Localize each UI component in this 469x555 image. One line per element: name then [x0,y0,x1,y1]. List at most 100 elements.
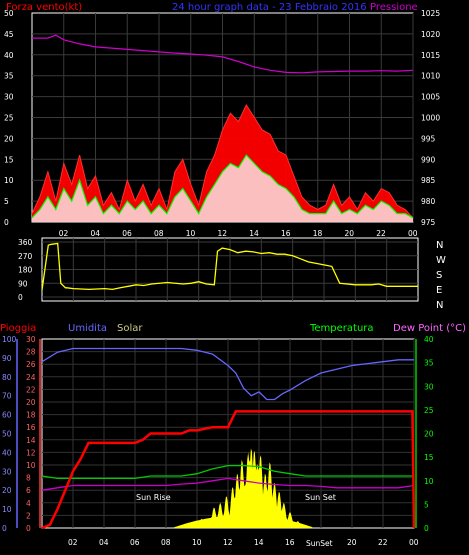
dew-point-axis-label: Dew Point (°C) [393,323,466,334]
sunrise-annotation: Sun Rise [136,493,171,502]
humidity-tick-label: 20 [2,486,12,495]
pressure-y-tick-label: 1000 [421,114,440,123]
wind-y-tick-label: 10 [4,176,14,185]
humidity-tick-label: 60 [2,411,12,420]
rain-axis-label: Pioggia [0,323,36,334]
wind-ticks: 02 04 06 08 10 12 14 16 18 20 22 000510152025303540… [4,9,440,238]
dew-point-line [41,477,415,491]
rain-tick-label: 14 [26,436,36,445]
atmo-x-tick-label: 12 [223,538,233,547]
wind-y-tick-label: 40 [4,51,14,60]
wind-y-tick-label: 30 [4,93,14,102]
chart-title: 24 hour graph data - 23 Febbraio 2016 [172,2,367,13]
wind-y-tick-label: 50 [4,9,14,18]
pressure-y-tick-label: 995 [421,134,436,143]
rain-tick-label: 18 [26,411,36,420]
atmosphere-ticks: 02 04 06 08 10 12 14 16 20 22 00010203040506070809… [2,335,434,547]
humidity-tick-label: 40 [2,448,12,457]
rain-line [41,410,416,530]
rain-tick-label: 10 [26,461,36,470]
wind-left-axis-label: Forza vento(kt) [6,2,82,13]
rain-tick-label: 12 [26,448,36,457]
humidity-tick-label: 90 [2,354,12,363]
sunset-tick-annotation: SunSet [306,539,333,548]
wind-x-tick-label: 12 [218,229,228,238]
rain-tick-label: 20 [26,398,36,407]
humidity-tick-label: 70 [2,392,12,401]
humidity-tick-label: 50 [2,430,12,439]
rain-tick-label: 22 [26,385,36,394]
speed-line [31,154,414,219]
pressure-y-tick-label: 1025 [421,9,440,18]
pressure-y-tick-label: 1020 [421,30,440,39]
wind-x-tick-label: 06 [122,229,132,238]
temperature-tick-label: 30 [424,382,434,391]
atmosphere-grid [42,339,415,528]
atmo-x-tick-label: 08 [161,538,171,547]
wind-y-tick-label: 15 [4,155,14,164]
wind-x-tick-label: 22 [376,229,386,238]
wind-y-tick-label: 45 [4,30,14,39]
atmo-x-tick-label: 06 [130,538,140,547]
pressure-y-tick-label: 975 [421,218,436,227]
temperature-tick-label: 15 [424,453,434,462]
pressure-y-tick-label: 980 [421,197,436,206]
direction-y-tick-label: 0 [18,293,23,302]
solar-fill [173,448,313,528]
wind-x-tick-label: 18 [313,229,323,238]
atmosphere-series [41,347,416,530]
atmo-x-tick-label: 22 [378,538,388,547]
pressure-y-tick-label: 1010 [421,72,440,81]
rain-tick-label: 2 [26,511,31,520]
temperature-tick-label: 5 [424,500,429,509]
humidity-tick-label: 30 [2,467,12,476]
rain-tick-label: 8 [26,474,31,483]
wind-x-tick-label: 08 [154,229,164,238]
atmo-x-tick-label: 20 [347,538,357,547]
humidity-line [41,347,414,401]
temperature-tick-label: 35 [424,359,434,368]
gust-line [31,103,414,219]
rain-tick-label: 4 [26,499,31,508]
temperature-tick-label: 25 [424,406,434,415]
wind-y-tick-label: 20 [4,134,14,143]
atmosphere-panel: 02 04 06 08 10 12 14 16 20 22 00010203040506070809… [0,323,466,548]
temperature-tick-label: 20 [424,430,434,439]
wind-pressure-panel: 02 04 06 08 10 12 14 16 18 20 22 000510152025303540… [4,2,440,238]
atmo-x-tick-label: 10 [192,538,202,547]
temperature-tick-label: 40 [424,335,434,344]
solar-axis-label: Solar [117,323,143,334]
humidity-axis-label: Umidita [68,323,107,334]
direction-y-tick-label: 180 [18,266,33,275]
pressure-y-tick-label: 985 [421,176,436,185]
sunset-annotation: Sun Set [305,493,336,502]
average-fill [32,155,413,222]
direction-line [41,242,418,291]
wind-y-tick-label: 0 [4,218,9,227]
rain-tick-label: 30 [26,335,36,344]
direction-y-tick-label: 360 [18,238,33,247]
pressure-y-tick-label: 1015 [421,51,440,60]
humidity-tick-label: 100 [2,335,17,344]
compass-label: N [436,300,443,311]
rain-tick-label: 16 [26,423,36,432]
humidity-tick-label: 0 [2,524,7,533]
pressure-line [32,34,414,74]
pressure-y-tick-label: 1005 [421,93,440,102]
compass-label: N [436,240,443,251]
atmo-x-tick-label: 00 [409,538,419,547]
humidity-tick-label: 80 [2,373,12,382]
rain-tick-label: 6 [26,486,31,495]
wind-x-tick-label: 02 [59,229,69,238]
wind-y-tick-label: 25 [4,114,14,123]
rain-tick-label: 0 [26,524,31,533]
wind-x-tick-label: 16 [281,229,291,238]
direction-grid [42,238,418,301]
pressure-axis-label: Pressione [370,2,418,13]
temperature-tick-label: 0 [424,524,429,533]
direction-series [41,242,418,291]
wind-y-tick-label: 5 [4,197,9,206]
